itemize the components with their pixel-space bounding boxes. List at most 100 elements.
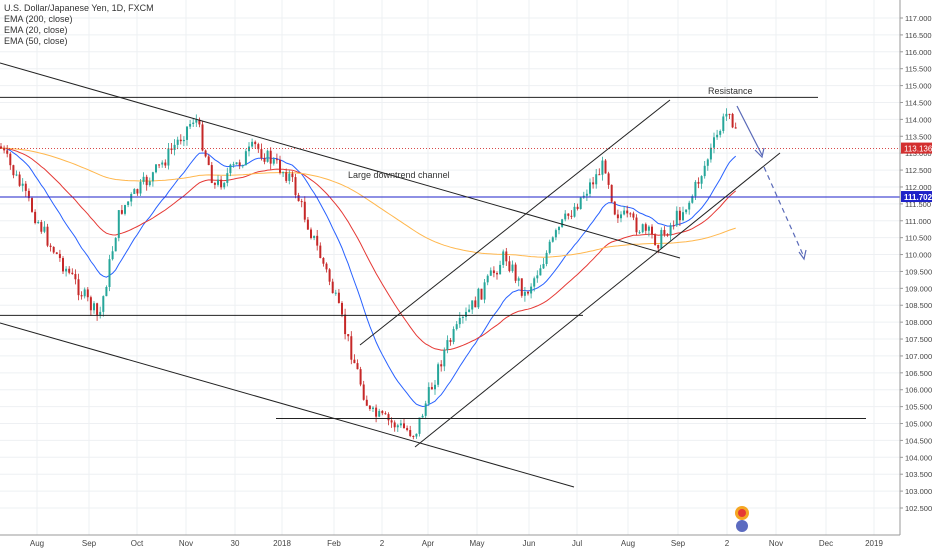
candle-body xyxy=(124,205,126,214)
candle-body xyxy=(567,213,570,216)
candle-body xyxy=(282,172,285,174)
forecast-arrowhead-1 xyxy=(754,147,765,159)
candle-body xyxy=(105,286,108,297)
trend-drawings xyxy=(0,62,900,488)
candle-body xyxy=(430,387,433,390)
x-tick-label: Sep xyxy=(671,539,686,548)
candle-body xyxy=(722,116,725,132)
candle-body xyxy=(279,159,281,173)
candle-body xyxy=(37,222,40,224)
candle-body xyxy=(449,340,452,342)
candle-body xyxy=(396,425,399,428)
y-tick-label: 104.000 xyxy=(905,453,932,462)
candle-body xyxy=(316,235,319,246)
candle-body xyxy=(142,176,145,182)
candle-body xyxy=(331,281,334,294)
candle-body xyxy=(49,245,52,247)
candle-body xyxy=(186,126,188,140)
annotation-downtrend-channel: Large downtrend channel xyxy=(348,170,450,180)
candle-body xyxy=(12,165,15,176)
x-tick-label: Apr xyxy=(422,539,435,548)
candle-body xyxy=(111,251,114,260)
candle-body xyxy=(254,141,257,145)
candle-body xyxy=(620,214,622,219)
forecast-arrow-dashed xyxy=(763,166,805,258)
candle-body xyxy=(437,364,440,385)
y-tick-label: 117.000 xyxy=(905,14,932,23)
annotation-resistance: Resistance xyxy=(708,86,753,96)
y-tick-label: 113.500 xyxy=(905,132,932,141)
candle-body xyxy=(694,181,697,197)
candle-body xyxy=(356,363,359,370)
logo-circle-inner xyxy=(738,509,746,517)
candle-body xyxy=(616,214,619,219)
plot-background xyxy=(0,0,900,535)
candle-body xyxy=(412,435,415,437)
x-tick-label: Nov xyxy=(769,539,783,548)
candle-body xyxy=(489,270,492,276)
candle-body xyxy=(300,201,303,203)
candle-body xyxy=(505,251,508,262)
candle-body xyxy=(251,141,254,147)
y-tick-label: 103.000 xyxy=(905,487,932,496)
candle-body xyxy=(0,146,2,149)
candle-body xyxy=(719,131,722,135)
candle-body xyxy=(176,139,179,145)
candle-body xyxy=(644,224,647,231)
candle-body xyxy=(610,184,613,202)
candle-body xyxy=(220,179,223,188)
candle-body xyxy=(697,181,700,184)
ema-20-line xyxy=(0,147,737,408)
candle-body xyxy=(3,148,6,151)
candle-body xyxy=(375,407,378,417)
candle-body xyxy=(155,164,157,173)
candle-body xyxy=(328,269,331,282)
candle-body xyxy=(461,316,464,318)
candle-body xyxy=(561,219,564,227)
y-tick-label: 106.500 xyxy=(905,369,932,378)
candle-body xyxy=(158,164,161,166)
candle-body xyxy=(43,226,46,232)
candle-body xyxy=(15,174,18,176)
level-price-label: 111.702 xyxy=(904,193,932,202)
candle-body xyxy=(288,173,291,181)
candle-body xyxy=(319,245,322,259)
candle-body xyxy=(657,244,660,249)
candle-body xyxy=(390,420,393,423)
candle-body xyxy=(120,210,123,214)
candle-body xyxy=(58,253,61,259)
candle-body xyxy=(536,275,539,279)
y-tick-label: 111.500 xyxy=(905,200,931,209)
y-tick-label: 108.000 xyxy=(905,318,932,327)
candle-body xyxy=(632,213,635,218)
x-tick-label: Sep xyxy=(82,539,97,548)
candle-body xyxy=(229,164,232,174)
candle-body xyxy=(55,252,58,254)
candle-body xyxy=(663,229,666,235)
candle-body xyxy=(164,162,167,166)
candle-body xyxy=(713,137,715,148)
candle-body xyxy=(511,264,514,271)
candle-body xyxy=(570,215,573,217)
candle-body xyxy=(260,149,263,159)
current-price-label: 113.136 xyxy=(904,145,932,154)
candle-body xyxy=(688,202,691,210)
candle-body xyxy=(303,201,306,220)
candle-body xyxy=(133,189,136,195)
ema-50-line xyxy=(0,147,737,351)
y-tick-label: 115.500 xyxy=(905,65,932,74)
candle-body xyxy=(576,206,579,209)
y-tick-label: 116.000 xyxy=(905,48,932,57)
candle-body xyxy=(492,270,495,274)
candle-body xyxy=(189,123,192,127)
downtrend-upper-line xyxy=(0,62,681,259)
ema-200-line xyxy=(1,147,736,258)
candle-body xyxy=(424,403,427,416)
candle-body xyxy=(703,165,706,177)
candle-body xyxy=(502,251,505,265)
candle-body xyxy=(378,410,381,417)
candle-body xyxy=(337,292,340,303)
candle-body xyxy=(691,196,694,203)
